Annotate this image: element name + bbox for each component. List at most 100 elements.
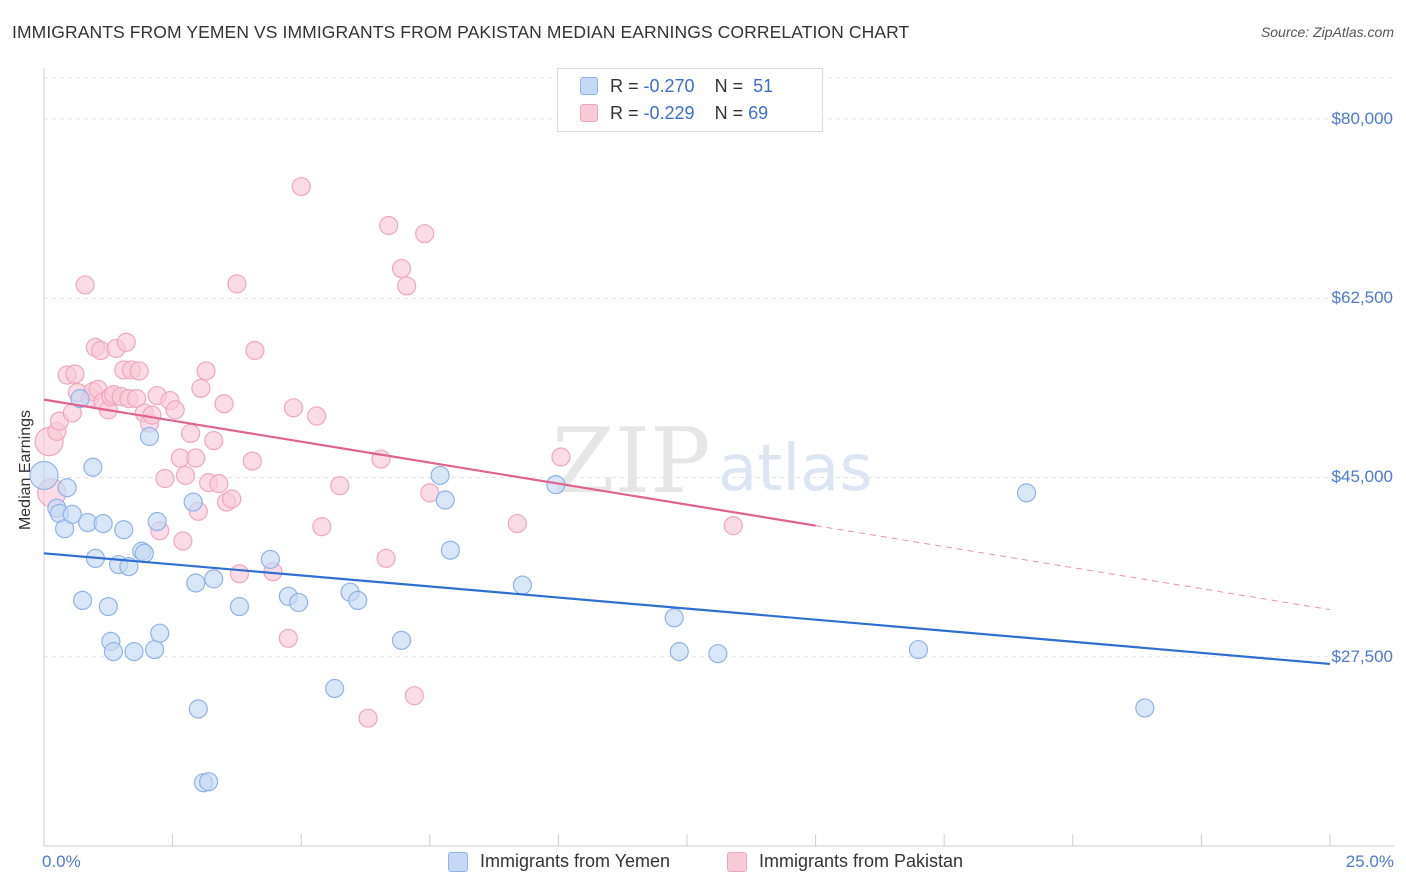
yemen-point (512, 575, 532, 595)
pakistan-point (376, 548, 396, 569)
yemen-point (188, 699, 208, 719)
pakistan-point (397, 276, 417, 296)
pakistan-point (242, 451, 262, 471)
yemen-point (260, 549, 280, 570)
axes (43, 68, 1394, 847)
pakistan-points (34, 176, 743, 728)
yemen-point (430, 465, 450, 486)
stats-legend: R = -0.270 N = 51 R = -0.229 N = 69 (557, 68, 823, 132)
x-tick-label-max: 25.0% (1345, 852, 1394, 871)
pakistan-point (391, 258, 412, 279)
trendlines (43, 398, 1331, 666)
pakistan-point (245, 340, 265, 361)
bottom-legend-yemen: Immigrants from Yemen (448, 851, 670, 872)
yemen-point (908, 639, 929, 660)
y-tick-label: $80,000 (1331, 108, 1393, 128)
legend-swatch-pakistan (580, 104, 598, 122)
yemen-point (62, 504, 82, 524)
yemen-point (708, 644, 728, 664)
pakistan-trendline (43, 398, 816, 527)
bottom-legend-label-pakistan: Immigrants from Pakistan (759, 851, 964, 871)
pakistan-point (129, 361, 149, 381)
yemen-point (93, 513, 113, 534)
pakistan-point (142, 405, 162, 425)
pakistan-point (75, 275, 95, 295)
watermark-atlas: atlas (718, 432, 873, 506)
pakistan-point (227, 274, 247, 294)
legend-n-value-pakistan: 69 (748, 102, 769, 123)
yemen-point (98, 596, 118, 617)
yemen-point (669, 642, 689, 662)
yemen-point (199, 772, 219, 792)
pakistan-point (379, 215, 399, 236)
yemen-point (325, 678, 345, 699)
bottom-legend-swatch-yemen (448, 851, 468, 872)
y-tick-label: $27,500 (1331, 646, 1393, 666)
pakistan-point (307, 406, 327, 426)
chart-title: IMMIGRANTS FROM YEMEN VS IMMIGRANTS FROM… (12, 22, 910, 42)
legend-n-label: N = (714, 75, 744, 96)
yemen-point (440, 540, 460, 560)
pakistan-point (312, 517, 332, 537)
yemen-point (83, 457, 103, 477)
pakistan-point (291, 176, 311, 197)
pakistan-point (358, 708, 378, 728)
yemen-point (72, 590, 93, 611)
yemen-point (147, 511, 167, 532)
yemen-point (435, 490, 455, 510)
pakistan-point (551, 447, 571, 467)
yemen-point (204, 569, 224, 589)
x-tick-label-min: 0.0% (42, 852, 81, 871)
pakistan-point (723, 516, 743, 536)
y-tick-label: $62,500 (1331, 288, 1393, 308)
yemen-point (348, 590, 368, 611)
watermark: ZIP atlas (552, 409, 873, 514)
pakistan-point (278, 628, 298, 648)
pakistan-point (191, 378, 211, 398)
pakistan-point (507, 513, 527, 534)
y-tick-label: $45,000 (1331, 467, 1393, 487)
yemen-point (57, 478, 77, 498)
yemen-points (29, 389, 1155, 793)
pakistan-point (229, 564, 250, 584)
pakistan-point (65, 364, 85, 384)
yemen-point (150, 623, 170, 643)
legend-r-value-yemen: -0.270 (643, 75, 695, 96)
pakistan-point (175, 465, 196, 486)
yemen-point (103, 642, 124, 662)
yemen-trendline (43, 552, 1331, 666)
bottom-legend-swatch-pakistan (727, 851, 747, 872)
legend-r-label: R = (610, 75, 639, 96)
yemen-point (289, 592, 309, 613)
legend-swatch-yemen (580, 77, 598, 95)
pakistan-trendline-extension (815, 525, 1331, 611)
yemen-point (391, 630, 412, 650)
yemen-point (119, 557, 139, 577)
yemen-point (29, 460, 59, 491)
bottom-legend-pakistan: Immigrants from Pakistan (727, 851, 963, 872)
yemen-point (124, 642, 144, 662)
legend-row-pakistan: R = -0.229 N = 69 (580, 100, 768, 126)
pakistan-point (214, 394, 234, 414)
yemen-point (144, 639, 165, 660)
pakistan-point (204, 431, 224, 451)
yemen-point (134, 543, 154, 563)
yemen-point (70, 389, 90, 409)
pakistan-point (155, 468, 175, 489)
pakistan-point (283, 398, 304, 418)
pakistan-point (116, 332, 136, 352)
pakistan-point (415, 224, 435, 244)
pakistan-point (196, 361, 216, 381)
legend-r-value-pakistan: -0.229 (643, 102, 695, 123)
pakistan-point (222, 489, 242, 509)
legend-r-label: R = (610, 102, 639, 123)
watermark-zip: ZIP (552, 409, 711, 514)
bottom-legend-label-yemen: Immigrants from Yemen (480, 851, 671, 871)
legend-n-label: N = (714, 102, 744, 123)
pakistan-point (186, 448, 206, 468)
pakistan-point (404, 686, 424, 706)
pakistan-point (209, 474, 229, 494)
yemen-point (229, 596, 250, 617)
chart-source: Source: ZipAtlas.com (1260, 24, 1394, 40)
